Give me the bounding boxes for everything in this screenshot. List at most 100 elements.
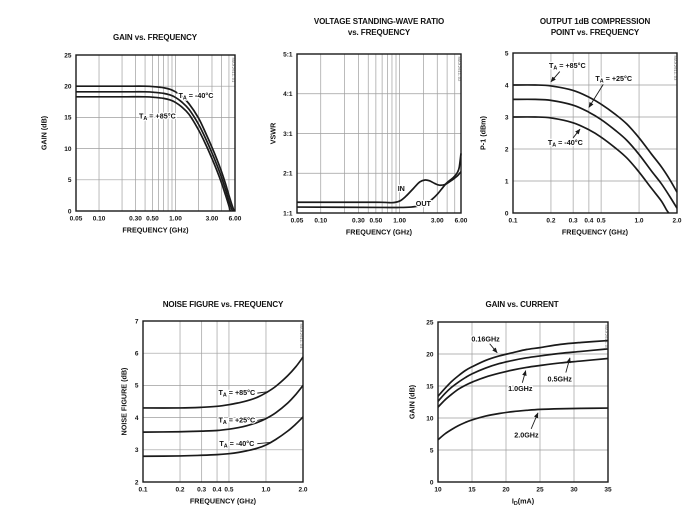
annotation-pointer (257, 441, 271, 445)
chart-code: MAX2611-01 (231, 58, 236, 84)
y-axis-title: VSWR (268, 122, 277, 144)
annotation-label: TA = +85°C (549, 61, 586, 71)
chart-code: MAX2611-05 (604, 325, 609, 351)
y-tick-label: 0 (68, 208, 72, 215)
y-tick-label: 3:1 (283, 131, 293, 138)
plot-border (437, 321, 609, 483)
chart-title-line: OUTPUT 1dB COMPRESSION (539, 17, 651, 26)
x-tick-label: 0.05 (70, 216, 83, 223)
annotation-pointer (521, 370, 527, 383)
chart-code: MAX2611-03 (673, 56, 678, 82)
plot-border (142, 320, 304, 483)
y-tick-label: 25 (64, 52, 72, 59)
x-tick-label: 0.5 (224, 487, 233, 494)
x-tick-label: 20 (502, 487, 510, 494)
x-tick-label: 25 (536, 487, 544, 494)
chart-noise-figure-vs-frequency: TA = +85°C TA = +25°C TA = -40°C 0.1 0.2 0.3 0… (95, 292, 345, 522)
annotation-pointer (550, 71, 561, 83)
annotation-pointer (530, 412, 539, 430)
y-tick-label: 0 (430, 479, 434, 486)
chart-title-line: NOISE FIGURE vs. FREQUENCY (162, 300, 284, 309)
gridlines (297, 54, 461, 213)
plot-border (296, 53, 462, 214)
chart-code: MAX2611-02 (457, 57, 462, 83)
x-tick-label: 0.4 (213, 487, 222, 494)
curve-ta-minus-40c (142, 416, 304, 458)
x-tick-label: 0.3 (197, 487, 206, 494)
curve-ta-plus-25c (512, 98, 678, 209)
chart-title: GAIN vs. FREQUENCY (113, 32, 197, 43)
y-tick-label: 2:1 (283, 171, 293, 178)
plot-border (75, 54, 236, 212)
x-tick-label: 30 (570, 487, 578, 494)
x-axis-title: FREQUENCY (GHz) (562, 228, 629, 237)
annotation-label: TA = -40°C (219, 439, 254, 450)
annotation-label: 0.16GHz (471, 335, 500, 344)
x-tick-label: 0.50 (370, 218, 383, 225)
annotation-pointer (565, 357, 571, 373)
chart-title: GAIN vs. CURRENT (485, 299, 558, 310)
x-tick-label: 0.05 (291, 218, 304, 225)
y-tick-label: 4:1 (283, 91, 293, 98)
y-tick-label: 20 (64, 84, 72, 91)
curve-1p0ghz (437, 357, 609, 408)
curve-ta-plus-85c (512, 84, 678, 193)
x-tick-label: 0.50 (146, 216, 159, 223)
x-axis-title: ID(mA) (512, 497, 535, 508)
annotation-pointer (257, 391, 268, 394)
x-tick-label: 10 (434, 487, 442, 494)
curve-2p0ghz (437, 407, 609, 441)
annotation-pointer (588, 84, 604, 108)
curve-ta-plus-85c (142, 356, 304, 409)
y-tick-label: 1 (505, 178, 509, 185)
y-tick-label: 5 (505, 50, 509, 57)
y-tick-label: 7 (135, 318, 139, 325)
annotation-pointer (572, 128, 581, 139)
compression-point-plot: TA = +85°C TA = +25°C TA = -40°C 0.1 0.2 0.3 0… (478, 50, 682, 237)
y-tick-label: 15 (426, 383, 434, 390)
plot-border (512, 52, 678, 214)
y-axis-title: P-1 (dBm) (478, 115, 487, 150)
y-tick-label: 10 (64, 146, 72, 153)
x-tick-label: 0.2 (175, 487, 184, 494)
vswr-vs-frequency-plot: IN OUT 0.05 0.10 0.30 0.50 1.00 3.00 6.00 1:1 2:1 3… (268, 51, 467, 236)
x-tick-label: 15 (468, 487, 476, 494)
annotation-pointer (257, 418, 267, 421)
y-axis-title: NOISE FIGURE (dB) (119, 367, 128, 435)
x-tick-label: 6.00 (229, 216, 242, 223)
annotation-label: TA = -40°C (548, 138, 583, 149)
y-tick-label: 3 (505, 114, 509, 121)
gain-vs-current-plot: 0.16GHz 0.5GHz 1.0GHz 2.0GHz 10 15 20 25 30 35 0 5 1… (407, 319, 612, 508)
chart-gain-vs-current: 0.16GHz 0.5GHz 1.0GHz 2.0GHz 10 15 20 25 30 35 0 5 1… (388, 292, 630, 522)
annotation-label: 2.0GHz (514, 431, 539, 440)
x-tick-label: 3.00 (206, 216, 219, 223)
x-tick-label: 2.0 (672, 218, 681, 225)
x-tick-label: 35 (604, 487, 612, 494)
y-tick-label: 10 (426, 415, 434, 422)
annotation-label: 1.0GHz (508, 384, 533, 393)
annotation-label: TA = +85°C (139, 112, 176, 123)
y-tick-label: 25 (426, 319, 434, 326)
x-tick-label: 0.10 (314, 218, 327, 225)
annotation-label: 0.5GHz (548, 374, 573, 383)
curve-ta-plus-85c (75, 95, 232, 212)
y-axis-title: GAIN (dB) (39, 115, 48, 150)
y-tick-label: 2 (135, 479, 139, 486)
x-tick-label: 0.1 (508, 218, 517, 225)
y-tick-label: 3 (135, 447, 139, 454)
x-tick-label: 0.30 (352, 218, 365, 225)
curve-0p5ghz (437, 348, 609, 402)
noise-figure-plot: TA = +85°C TA = +25°C TA = -40°C 0.1 0.2 0.3 0… (119, 318, 308, 506)
annotation-pointer (489, 343, 498, 354)
gridlines (438, 322, 608, 482)
annotation-label: OUT (416, 199, 432, 208)
annotation-label: IN (398, 184, 405, 193)
chart-output-1db-compression-vs-frequency: TA = +85°C TA = +25°C TA = -40°C 0.1 0.2 0.3 0… (466, 10, 700, 246)
x-tick-label: 0.30 (129, 216, 142, 223)
curve-0p16ghz (437, 339, 609, 397)
y-tick-label: 4 (135, 415, 139, 422)
x-tick-label: 0.1 (138, 487, 147, 494)
chart-title: OUTPUT 1dB COMPRESSION POINT vs. FREQUEN… (540, 16, 650, 38)
x-axis-title: FREQUENCY (GHz) (190, 497, 257, 506)
